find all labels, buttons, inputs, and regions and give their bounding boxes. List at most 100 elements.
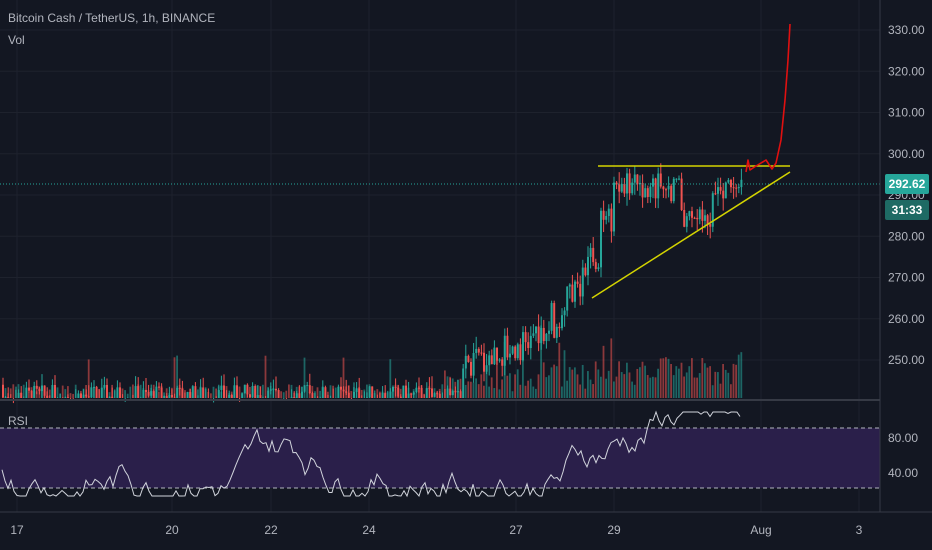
candle-body [503,335,506,366]
candle-body [475,348,478,353]
volume-bar [719,383,722,398]
candle-body [191,386,194,398]
candle-body [111,396,114,398]
candle-body [436,393,439,395]
volume-bar [4,388,7,398]
candle-body [675,178,678,180]
candle-body [254,386,257,398]
volume-bar [558,342,561,398]
candle-body [490,355,493,365]
volume-bar [545,377,548,398]
candle-body [740,179,743,188]
volume-bar [704,363,706,398]
candle-body [384,392,387,398]
volume-bar [698,373,701,398]
candle-body [605,216,608,220]
candle-body [709,224,712,227]
volume-bar [124,390,126,398]
candle-body [293,397,296,398]
candle-body [672,178,675,202]
chart-title: Bitcoin Cash / TetherUS, 1h, BINANCE [8,11,216,25]
candle-body [633,174,636,183]
volume-bar [264,355,267,398]
candle-body [256,395,259,398]
volume-bar [581,364,584,398]
candle-body [688,211,691,217]
volume-bar [64,389,67,398]
candle-body [722,190,725,199]
volume-bar [605,378,607,398]
candle-body [472,352,475,376]
volume-bar [197,389,199,398]
support-trendline[interactable] [591,171,791,299]
candle-body [392,386,394,392]
volume-bar [306,386,308,398]
candle-body [602,210,605,220]
candle-body [41,385,43,392]
candle-body [628,173,631,194]
volume-bar [639,367,641,398]
candle-body [249,394,251,398]
candle-body [714,193,717,195]
volume-bar [696,377,698,398]
volume-bar [459,378,462,398]
volume-bar [600,376,602,398]
time-tick-label: 29 [607,523,621,537]
candle-body [587,256,589,276]
volume-bar [67,386,69,398]
volume-bar [620,372,623,398]
candle-body [514,346,517,359]
candle-body [701,209,704,221]
volume-bar [574,367,576,398]
candle-body [522,332,524,361]
candle-body [82,394,85,398]
volume-bar [451,378,454,398]
candle-body [77,393,80,398]
volume-bar [561,386,563,398]
volume-bar [48,389,51,398]
price-tick-label: 280.00 [888,229,925,243]
volume-bar [688,366,691,398]
last-price-badge: 292.62 [885,174,929,194]
time-tick-label: 24 [362,523,376,537]
volume-bar [709,366,711,398]
candle-body [665,189,667,191]
candle-body [381,392,384,398]
rsi-axis[interactable]: 80.00 40.00 [888,431,918,480]
candle-body [644,188,647,198]
candle-body [116,387,119,398]
time-axis[interactable]: 17 20 22 24 27 29 Aug 3 [10,523,862,537]
candle-body [488,355,491,366]
volume-bar [542,362,545,398]
candle-body [230,394,233,398]
candle-body [108,396,111,398]
candle-body [306,385,309,387]
candle-body [30,390,33,398]
volume-bar [587,371,589,398]
volume-bar [470,381,472,398]
volume-bar [35,391,38,398]
candle-body [189,391,192,398]
candle-body [186,391,189,398]
volume-bar [535,388,537,398]
candle-body [425,388,428,398]
volume-bar [701,358,704,398]
volume-bar [163,392,165,398]
candle-body [152,391,155,398]
volume-bar [319,390,321,398]
candle-body [2,384,4,398]
volume-bar [662,358,665,398]
freehand-arrow[interactable] [745,23,791,173]
volume-bar [555,366,558,398]
candle-body [667,185,670,190]
candle-body [431,388,433,397]
rsi-band [0,428,880,488]
candle-body [610,208,613,232]
price-tick-label: 260.00 [888,312,925,326]
candle-body [446,388,449,398]
candle-body [649,186,652,198]
price-axis[interactable]: 330.00320.00310.00300.00290.00280.00270.… [888,23,925,367]
volume-bar [615,376,618,398]
candle-body [275,388,277,391]
